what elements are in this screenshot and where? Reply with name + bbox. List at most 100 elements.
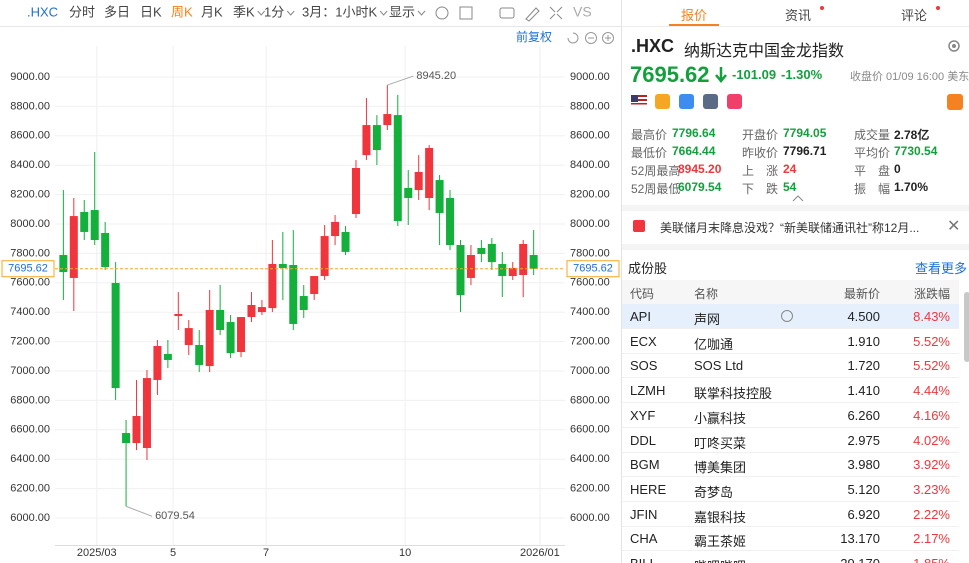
tab-bar: [622, 0, 969, 27]
view-more[interactable]: 查看更多: [914, 261, 967, 276]
stat-label: 上 涨: [742, 164, 779, 178]
icon-badge[interactable]: [703, 94, 718, 109]
camera-icon[interactable]: [499, 7, 515, 19]
icon-badge[interactable]: [655, 94, 670, 109]
stat-value: 7796.64: [672, 126, 716, 140]
table-cell: 2.975: [847, 432, 880, 448]
flag-canton: [631, 95, 638, 102]
y2-tick-label: 6600.00: [570, 424, 610, 436]
table-cell[interactable]: CHA: [630, 531, 658, 547]
table-cell[interactable]: BILI: [630, 556, 653, 563]
stat-value: 7794.05: [783, 126, 827, 140]
table-cell[interactable]: DDL: [630, 432, 657, 448]
candle-body: [69, 216, 78, 278]
gear-icon[interactable]: [946, 38, 962, 54]
candle-body: [446, 197, 455, 246]
settings-icon[interactable]: [435, 6, 449, 20]
toolbar-item[interactable]: 季K: [233, 4, 255, 19]
stat-label: 平均价: [854, 146, 891, 160]
x-tick-label: 5: [170, 547, 176, 559]
collapse-chevron[interactable]: [792, 194, 804, 202]
zoom-out-icon[interactable]: [585, 32, 597, 44]
close-news[interactable]: ✕: [947, 218, 961, 235]
icon-favorite[interactable]: [727, 94, 742, 109]
table-cell[interactable]: ECX: [630, 333, 657, 349]
candle-body: [362, 125, 371, 156]
table-cell: 29.170: [840, 556, 880, 563]
table-cell: 4.02%: [913, 432, 950, 448]
stat-value: 0: [894, 162, 901, 176]
stat-label: 平 盘: [854, 164, 891, 178]
table-cell[interactable]: SOS: [630, 358, 658, 374]
candle-body: [111, 282, 120, 389]
vs-button[interactable]: VS: [573, 4, 592, 20]
y2-tick-label: 7800.00: [570, 247, 610, 259]
toolbar-item[interactable]: 显示: [389, 4, 415, 19]
quote-symbol: .HXC: [631, 36, 675, 56]
table-cell: 4.16%: [913, 407, 950, 423]
last-price-label: 7695.62: [8, 263, 48, 275]
stat-label: 成交量: [854, 128, 891, 142]
toolbar-item[interactable]: 分时: [69, 4, 95, 19]
adjust-label[interactable]: 前复权: [516, 29, 552, 44]
table-cell[interactable]: LZMH: [630, 383, 666, 399]
stat-value: 8945.20: [678, 162, 722, 176]
candle-body: [519, 243, 528, 276]
candle-body: [268, 263, 277, 309]
toolbar-item[interactable]: 多日: [104, 4, 130, 19]
table-cell[interactable]: XYF: [630, 407, 656, 423]
table-cell[interactable]: JFIN: [630, 506, 658, 522]
color-icon[interactable]: [459, 6, 473, 20]
candle-body: [393, 115, 402, 222]
toolbar-symbol[interactable]: .HXC: [27, 4, 58, 19]
table-cell[interactable]: BGM: [630, 457, 660, 473]
candle-body: [163, 353, 172, 360]
candle-body: [372, 125, 381, 151]
stat-label: 开盘价: [742, 128, 779, 142]
candle-body: [90, 210, 99, 241]
news-headline[interactable]: 美联储月末降息没戏？“新美联储通讯社”称12月...: [660, 221, 920, 235]
reset-icon[interactable]: [567, 32, 579, 44]
arrow-path: [715, 67, 727, 83]
table-cell[interactable]: API: [630, 309, 651, 324]
tab[interactable]: 报价: [680, 8, 707, 23]
dropdown-caret: [379, 10, 388, 16]
toolbar-item[interactable]: 日K: [140, 4, 162, 19]
table-row-divider: [622, 550, 959, 552]
table-cell: 1.910: [847, 333, 880, 349]
tab[interactable]: 资讯: [784, 8, 811, 23]
y2-tick-label: 6400.00: [570, 453, 610, 465]
y-tick-label: 6000.00: [10, 512, 50, 524]
zoom-in-icon[interactable]: [602, 32, 614, 44]
candle-body: [59, 255, 68, 273]
toolbar-item[interactable]: 1分: [264, 4, 284, 19]
table-cell: 小赢科技: [694, 410, 747, 426]
toolbar-item[interactable]: 月K: [201, 4, 223, 19]
candle-body: [289, 265, 298, 324]
y-tick-label: 6400.00: [10, 453, 50, 465]
stat-label: 下 跌: [742, 182, 779, 196]
candle-body: [142, 378, 151, 449]
draw-icon[interactable]: [525, 7, 540, 22]
y2-tick-label: 9000.00: [570, 71, 610, 83]
stat-value: 24: [783, 162, 797, 176]
x-tick-label: 2026/01: [520, 547, 560, 559]
scrollbar[interactable]: [964, 292, 969, 362]
candle-body: [383, 114, 392, 126]
toolbar-item[interactable]: 3月：1小时K: [302, 4, 377, 19]
table-cell: 奇梦岛: [694, 484, 734, 500]
candle-body: [320, 236, 329, 277]
table-cell[interactable]: HERE: [630, 481, 667, 497]
candle-body: [257, 307, 266, 313]
y2-tick-label: 7200.00: [570, 336, 610, 348]
gear-center: [952, 44, 956, 48]
fullscreen-icon[interactable]: [549, 6, 563, 20]
tab[interactable]: 评论: [900, 8, 927, 23]
table-cell: 3.23%: [913, 481, 950, 497]
alert-bell[interactable]: [947, 94, 963, 110]
table-row-divider: [622, 500, 959, 502]
toolbar-item[interactable]: 周K: [171, 4, 193, 19]
candle-body: [508, 267, 517, 277]
y-tick-label: 7000.00: [10, 365, 50, 377]
icon-badge[interactable]: [679, 94, 694, 109]
